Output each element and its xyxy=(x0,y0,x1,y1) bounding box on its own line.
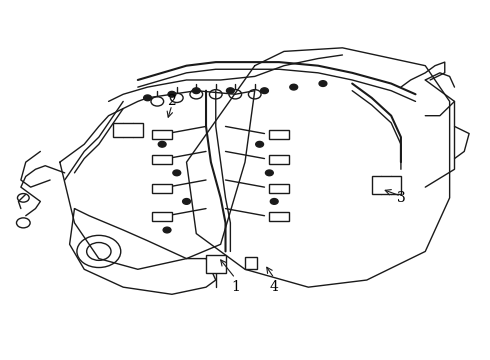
Bar xyxy=(152,212,172,221)
Bar xyxy=(270,130,289,139)
Circle shape xyxy=(173,170,181,176)
Circle shape xyxy=(193,88,200,94)
Bar xyxy=(114,123,143,137)
Circle shape xyxy=(270,199,278,204)
Circle shape xyxy=(261,88,269,94)
Circle shape xyxy=(226,88,234,94)
Circle shape xyxy=(266,170,273,176)
Polygon shape xyxy=(60,91,255,269)
Circle shape xyxy=(183,199,191,204)
Bar xyxy=(245,257,257,269)
Circle shape xyxy=(290,84,297,90)
Circle shape xyxy=(256,141,264,147)
Bar xyxy=(152,155,172,164)
Circle shape xyxy=(144,95,151,101)
Bar xyxy=(270,155,289,164)
Circle shape xyxy=(158,141,166,147)
Bar xyxy=(270,184,289,193)
Bar xyxy=(372,176,401,194)
Bar xyxy=(270,212,289,221)
Text: 3: 3 xyxy=(396,191,405,205)
Circle shape xyxy=(319,81,327,86)
Bar xyxy=(152,130,172,139)
Bar xyxy=(152,184,172,193)
Text: 4: 4 xyxy=(270,280,279,294)
Bar xyxy=(206,255,225,273)
Polygon shape xyxy=(187,48,450,287)
Text: 2: 2 xyxy=(168,94,176,108)
Text: 1: 1 xyxy=(231,280,240,294)
Circle shape xyxy=(163,227,171,233)
Circle shape xyxy=(168,91,176,97)
